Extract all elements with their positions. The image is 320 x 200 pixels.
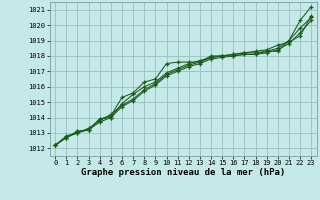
X-axis label: Graphe pression niveau de la mer (hPa): Graphe pression niveau de la mer (hPa) xyxy=(81,168,285,177)
